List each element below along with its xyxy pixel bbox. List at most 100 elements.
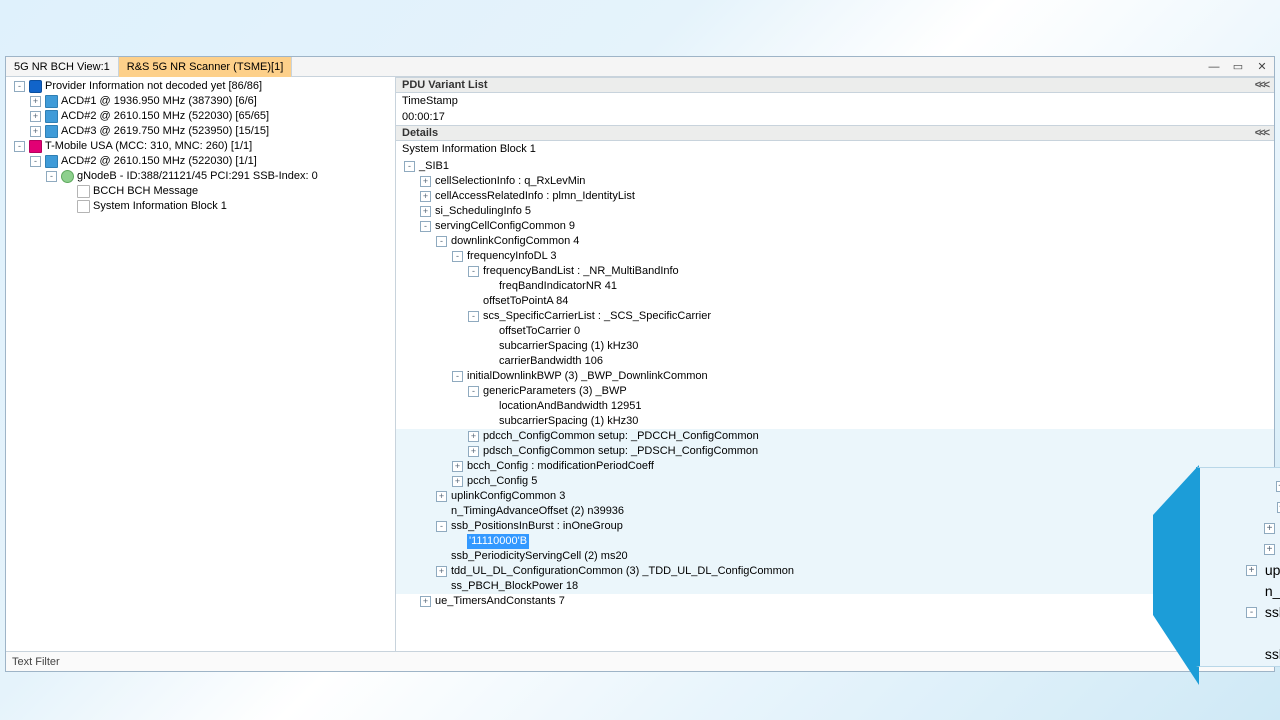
details-tree-label: frequencyBandList : _NR_MultiBandInfo	[483, 264, 679, 279]
details-tree-item[interactable]: +si_SchedulingInfo 5	[396, 204, 1274, 219]
tree-item[interactable]: System Information Block 1	[6, 199, 395, 214]
details-tree-label: n_TimingAdvanceOffset (2) n39936	[451, 504, 624, 519]
tab-scanner[interactable]: R&S 5G NR Scanner (TSME)[1]	[119, 57, 293, 77]
expand-toggle[interactable]: +	[420, 596, 431, 607]
details-tree-item[interactable]: offsetToPointA 84	[396, 294, 1274, 309]
details-tree-item[interactable]: -genericParameters (3) _BWP	[396, 384, 1274, 399]
expand-toggle[interactable]: -	[14, 81, 25, 92]
details-tree-item[interactable]: freqBandIndicatorNR 41	[396, 279, 1274, 294]
callout-row: + uplinkConfigCommon 3	[1228, 560, 1280, 581]
expand-toggle[interactable]: +	[420, 191, 431, 202]
details-tree-item[interactable]: -servingCellConfigCommon 9	[396, 219, 1274, 234]
expand-toggle[interactable]: -	[46, 171, 57, 182]
callout-row: + pdsch_ConfigCommon setup: _PDSCH_Confi…	[1228, 497, 1280, 518]
details-tree-item[interactable]: +pdsch_ConfigCommon setup: _PDSCH_Config…	[396, 444, 1274, 459]
tree-item-label: ACD#2 @ 2610.150 MHz (522030) [65/65]	[61, 109, 269, 124]
expand-toggle[interactable]: -	[436, 236, 447, 247]
details-tree-item[interactable]: '11110000'B	[396, 534, 1274, 549]
details-pane: PDU Variant List <<< TimeStamp 00:00:17 …	[396, 77, 1274, 651]
collapse-icon[interactable]: <<<	[1255, 79, 1268, 91]
details-tree-item[interactable]: subcarrierSpacing (1) kHz30	[396, 414, 1274, 429]
expand-toggle[interactable]: +	[468, 431, 479, 442]
expand-toggle[interactable]: +	[30, 126, 41, 137]
tree-item[interactable]: + ACD#2 @ 2610.150 MHz (522030) [65/65]	[6, 109, 395, 124]
expand-toggle[interactable]: +	[30, 96, 41, 107]
collapse-icon[interactable]: <<<	[1255, 127, 1268, 139]
pink-icon	[29, 140, 42, 153]
sm-blue-icon	[45, 95, 58, 108]
tree-item[interactable]: -ACD#2 @ 2610.150 MHz (522030) [1/1]	[6, 154, 395, 169]
details-tree-item[interactable]: -initialDownlinkBWP (3) _BWP_DownlinkCom…	[396, 369, 1274, 384]
details-tree-item[interactable]: +pdcch_ConfigCommon setup: _PDCCH_Config…	[396, 429, 1274, 444]
expand-toggle[interactable]: +	[436, 566, 447, 577]
details-tree-item[interactable]: locationAndBandwidth 12951	[396, 399, 1274, 414]
details-tree-item[interactable]: offsetToCarrier 0	[396, 324, 1274, 339]
tree-item[interactable]: +ACD#1 @ 1936.950 MHz (387390) [6/6]	[6, 94, 395, 109]
timestamp-label: TimeStamp	[396, 93, 1274, 109]
expand-toggle[interactable]: +	[452, 476, 463, 487]
callout-row: + pdcch_ConfigCommon setup: _PDCCH_Confi…	[1228, 476, 1280, 497]
expand-toggle[interactable]: +	[436, 491, 447, 502]
expand-toggle	[1264, 628, 1275, 639]
details-tree-item[interactable]: -frequencyBandList : _NR_MultiBandInfo	[396, 264, 1274, 279]
details-tree-item[interactable]: ssb_PeriodicityServingCell (2) ms20	[396, 549, 1274, 564]
details-header[interactable]: Details <<<	[396, 125, 1274, 141]
expand-toggle[interactable]: +	[30, 111, 41, 122]
details-tree-item[interactable]: -frequencyInfoDL 3	[396, 249, 1274, 264]
expand-toggle[interactable]: +	[452, 461, 463, 472]
expand-toggle[interactable]: +	[420, 206, 431, 217]
details-tree-item[interactable]: + tdd_UL_DL_ConfigurationCommon (3) _TDD_…	[396, 564, 1274, 579]
details-tree-label: subcarrierSpacing (1) kHz30	[499, 414, 638, 429]
details-tree-label: scs_SpecificCarrierList : _SCS_SpecificC…	[483, 309, 711, 324]
expand-toggle	[484, 416, 495, 427]
expand-toggle[interactable]: -	[452, 371, 463, 382]
expand-toggle[interactable]: -	[30, 156, 41, 167]
details-tree-item[interactable]: +pcch_Config 5	[396, 474, 1274, 489]
details-tree-item[interactable]: + ue_TimersAndConstants 7	[396, 594, 1274, 609]
details-tree-item[interactable]: +cellAccessRelatedInfo : plmn_IdentityLi…	[396, 189, 1274, 204]
details-tree-item[interactable]: ss_PBCH_BlockPower 18	[396, 579, 1274, 594]
details-tree[interactable]: -_SIB1+cellSelectionInfo : q_RxLevMin+ce…	[396, 157, 1274, 651]
window-controls: — ▭ ✕	[1202, 57, 1274, 77]
expand-toggle[interactable]: -	[452, 251, 463, 262]
expand-toggle[interactable]: +	[468, 446, 479, 457]
maximize-button[interactable]: ▭	[1226, 57, 1250, 77]
details-tree-item[interactable]: -downlinkConfigCommon 4	[396, 234, 1274, 249]
minimize-button[interactable]: —	[1202, 57, 1226, 77]
callout-row: + pcch_Config 5	[1228, 539, 1280, 560]
details-tree-label: freqBandIndicatorNR 41	[499, 279, 617, 294]
provider-tree-pane[interactable]: -Provider Information not decoded yet [8…	[6, 77, 396, 651]
expand-toggle[interactable]: -	[14, 141, 25, 152]
details-tree-item[interactable]: n_TimingAdvanceOffset (2) n39936	[396, 504, 1274, 519]
tab-bch-view[interactable]: 5G NR BCH View:1	[6, 57, 119, 77]
expand-toggle[interactable]: +	[420, 176, 431, 187]
details-tree-item[interactable]: subcarrierSpacing (1) kHz30	[396, 339, 1274, 354]
details-tree-item[interactable]: -ssb_PositionsInBurst : inOneGroup	[396, 519, 1274, 534]
status-bar-text-filter[interactable]: Text Filter	[6, 651, 1274, 671]
tree-item[interactable]: -Provider Information not decoded yet [8…	[6, 79, 395, 94]
details-tree-item[interactable]: -_SIB1	[396, 159, 1274, 174]
details-title: System Information Block 1	[396, 141, 1274, 157]
tree-item[interactable]: BCCH BCH Message	[6, 184, 395, 199]
tree-item[interactable]: +ACD#3 @ 2619.750 MHz (523950) [15/15]	[6, 124, 395, 139]
pdu-variant-label: PDU Variant List	[402, 79, 488, 91]
expand-toggle[interactable]: -	[436, 521, 447, 532]
details-tree-item[interactable]: carrierBandwidth 106	[396, 354, 1274, 369]
details-tree-item[interactable]: -scs_SpecificCarrierList : _SCS_Specific…	[396, 309, 1274, 324]
expand-toggle[interactable]: -	[468, 266, 479, 277]
tree-item[interactable]: -T-Mobile USA (MCC: 310, MNC: 260) [1/1]	[6, 139, 395, 154]
details-tree-item[interactable]: +cellSelectionInfo : q_RxLevMin	[396, 174, 1274, 189]
expand-toggle[interactable]: -	[420, 221, 431, 232]
details-tree-label: uplinkConfigCommon 3	[451, 489, 565, 504]
expand-toggle[interactable]: -	[468, 311, 479, 322]
tree-item[interactable]: -gNodeB - ID:388/21121/45 PCI:291 SSB-In…	[6, 169, 395, 184]
close-button[interactable]: ✕	[1250, 57, 1274, 77]
pdu-variant-header[interactable]: PDU Variant List <<<	[396, 77, 1274, 93]
expand-toggle[interactable]: -	[468, 386, 479, 397]
expand-toggle: +	[1276, 481, 1280, 492]
details-tree-label: ue_TimersAndConstants 7	[435, 594, 565, 609]
details-tree-item[interactable]: +bcch_Config : modificationPeriodCoeff	[396, 459, 1274, 474]
expand-toggle[interactable]: -	[404, 161, 415, 172]
details-tree-item[interactable]: + uplinkConfigCommon 3	[396, 489, 1274, 504]
details-tree-label: tdd_UL_DL_ConfigurationCommon (3) _TDD_U…	[451, 564, 794, 579]
